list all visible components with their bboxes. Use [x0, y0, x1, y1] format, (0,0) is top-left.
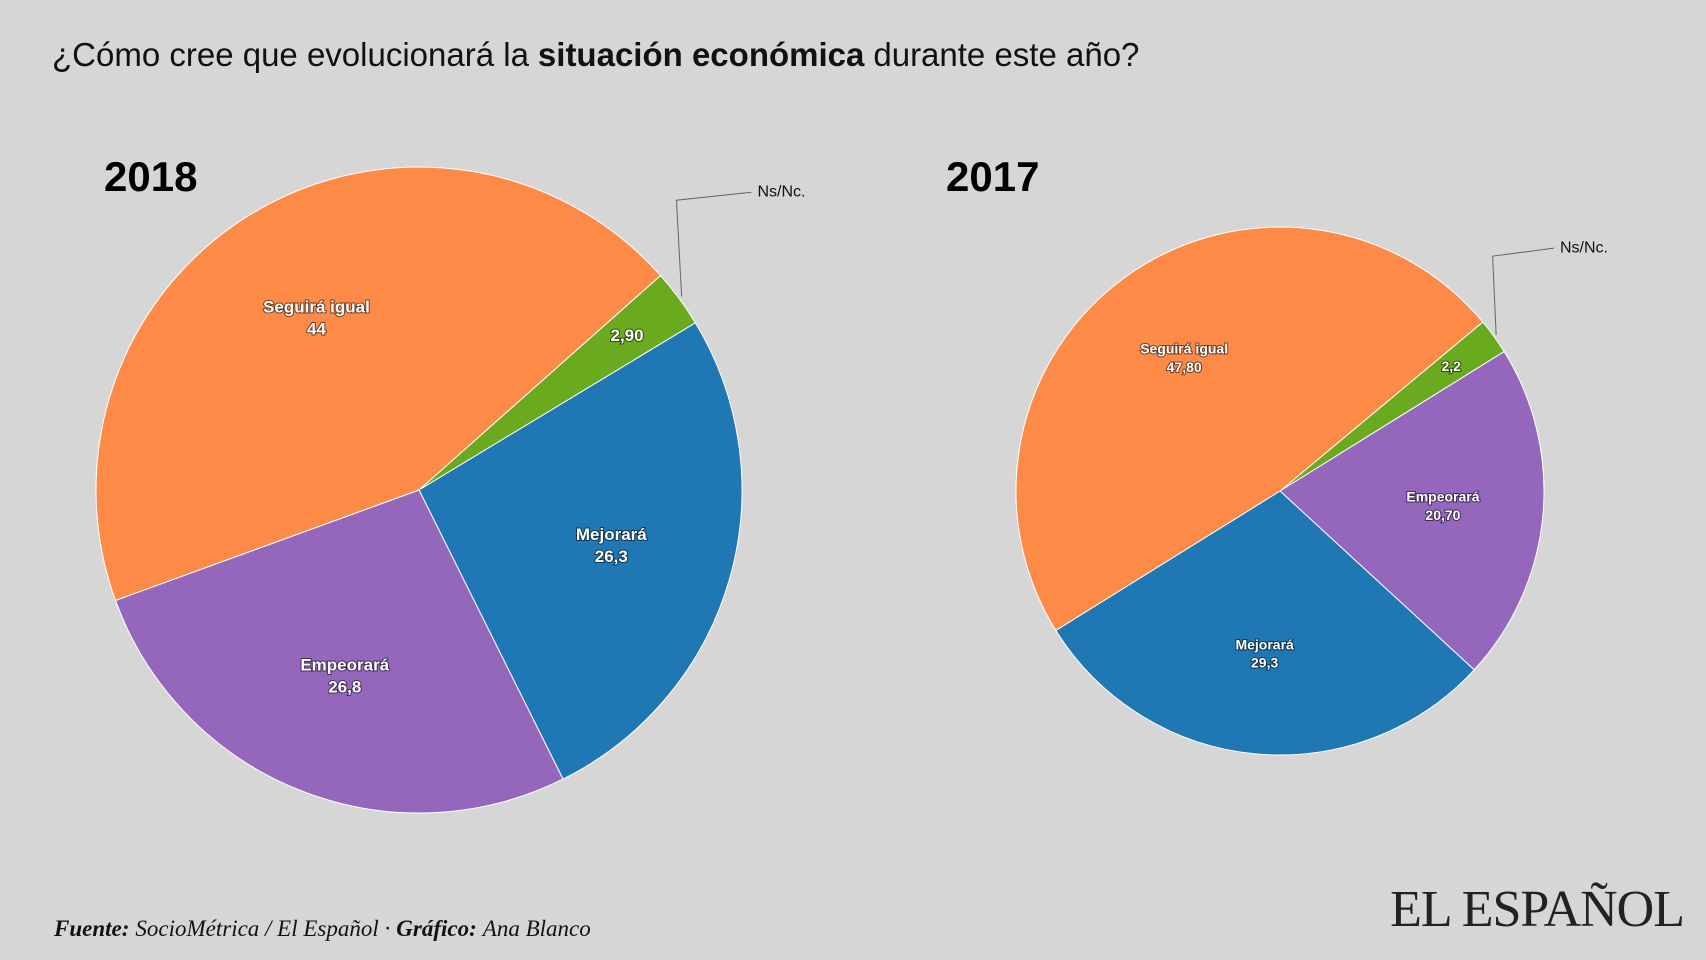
value-label: 44 [307, 319, 326, 338]
title: ¿Cómo cree que evolucionará la situación … [52, 36, 1139, 74]
value-label: 29,3 [1251, 654, 1278, 670]
value-label: 20,70 [1425, 507, 1460, 523]
value-label: 26,3 [595, 547, 628, 566]
source: SocioMétrica / El Español · [135, 916, 391, 941]
leader-line [675, 191, 752, 297]
slice-name: Mejorará [1235, 636, 1294, 652]
pie-slice [1055, 490, 1475, 756]
slice-name: Empeorará [1406, 489, 1479, 505]
value-label: 2,90 [610, 326, 643, 345]
slice-name: Ns/Nc. [1560, 239, 1608, 256]
credit-label: Gráfico: [396, 916, 477, 941]
slice-name: Seguirá igual [1140, 341, 1228, 357]
value-label: 47,80 [1167, 359, 1202, 375]
slice-name: Mejorará [576, 525, 647, 544]
value-label: 26,8 [328, 677, 361, 696]
title-part: ¿Cómo cree que evolucionará la [52, 36, 529, 73]
chart-title: 2018 [104, 153, 197, 200]
title-bold: situación económica [537, 36, 865, 73]
logo: EL ESPAÑOL [1390, 881, 1685, 938]
slice-name: Empeorará [300, 655, 389, 674]
pie-slice [1279, 350, 1545, 671]
leader-line [1492, 247, 1555, 335]
source-label: Fuente: [54, 916, 130, 941]
slice-name: Seguirá igual [263, 297, 370, 316]
pie-slice [418, 322, 743, 780]
title-part: durante este año? [873, 36, 1140, 73]
pie-slice [114, 489, 564, 814]
pie-slice [95, 166, 662, 602]
pie-slice [1015, 226, 1484, 632]
footer: Fuente: SocioMétrica / El Español · Gráfic… [54, 916, 597, 942]
chart-title: 2017 [946, 153, 1039, 200]
value-label: 2,2 [1441, 358, 1461, 374]
slice-name: Ns/Nc. [757, 183, 805, 200]
credit: Ana Blanco [482, 916, 591, 941]
